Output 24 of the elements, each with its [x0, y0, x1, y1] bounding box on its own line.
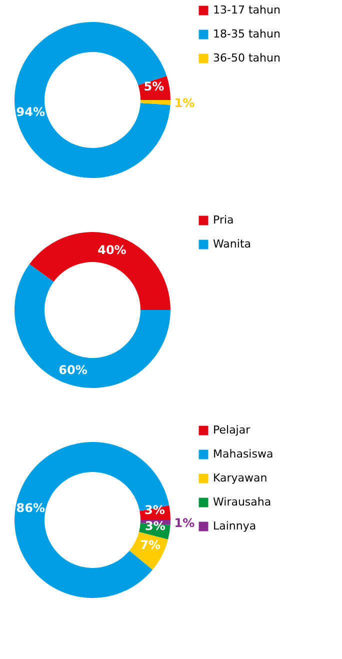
data-label: 60% [58, 362, 88, 377]
legend-label: Pria [213, 214, 234, 226]
data-label: 5% [144, 79, 164, 94]
data-label: 3% [145, 518, 166, 533]
legend-label: Wanita [213, 238, 251, 250]
donut-slice [140, 100, 170, 105]
donut-slice [14, 442, 170, 598]
data-label: 94% [16, 104, 45, 119]
donut-slice [14, 22, 170, 178]
legend-label: 36-50 tahun [213, 52, 280, 64]
legend-label: 18-35 tahun [213, 28, 280, 40]
data-label: 7% [140, 538, 161, 552]
donut-slice [14, 264, 170, 388]
data-label: 86% [16, 501, 45, 516]
legend-label: Pelajar [213, 424, 251, 436]
legend-label: Mahasiswa [213, 448, 274, 460]
data-label: 1% [174, 96, 195, 110]
data-label: 1% [174, 516, 195, 530]
legend-label: Karyawan [213, 472, 268, 484]
data-label: 40% [98, 243, 126, 258]
legend-label: 13-17 tahun [213, 4, 280, 16]
legend-label: Lainnya [213, 520, 256, 532]
donut-slice [29, 232, 170, 310]
legend-label: Wirausaha [213, 496, 272, 508]
